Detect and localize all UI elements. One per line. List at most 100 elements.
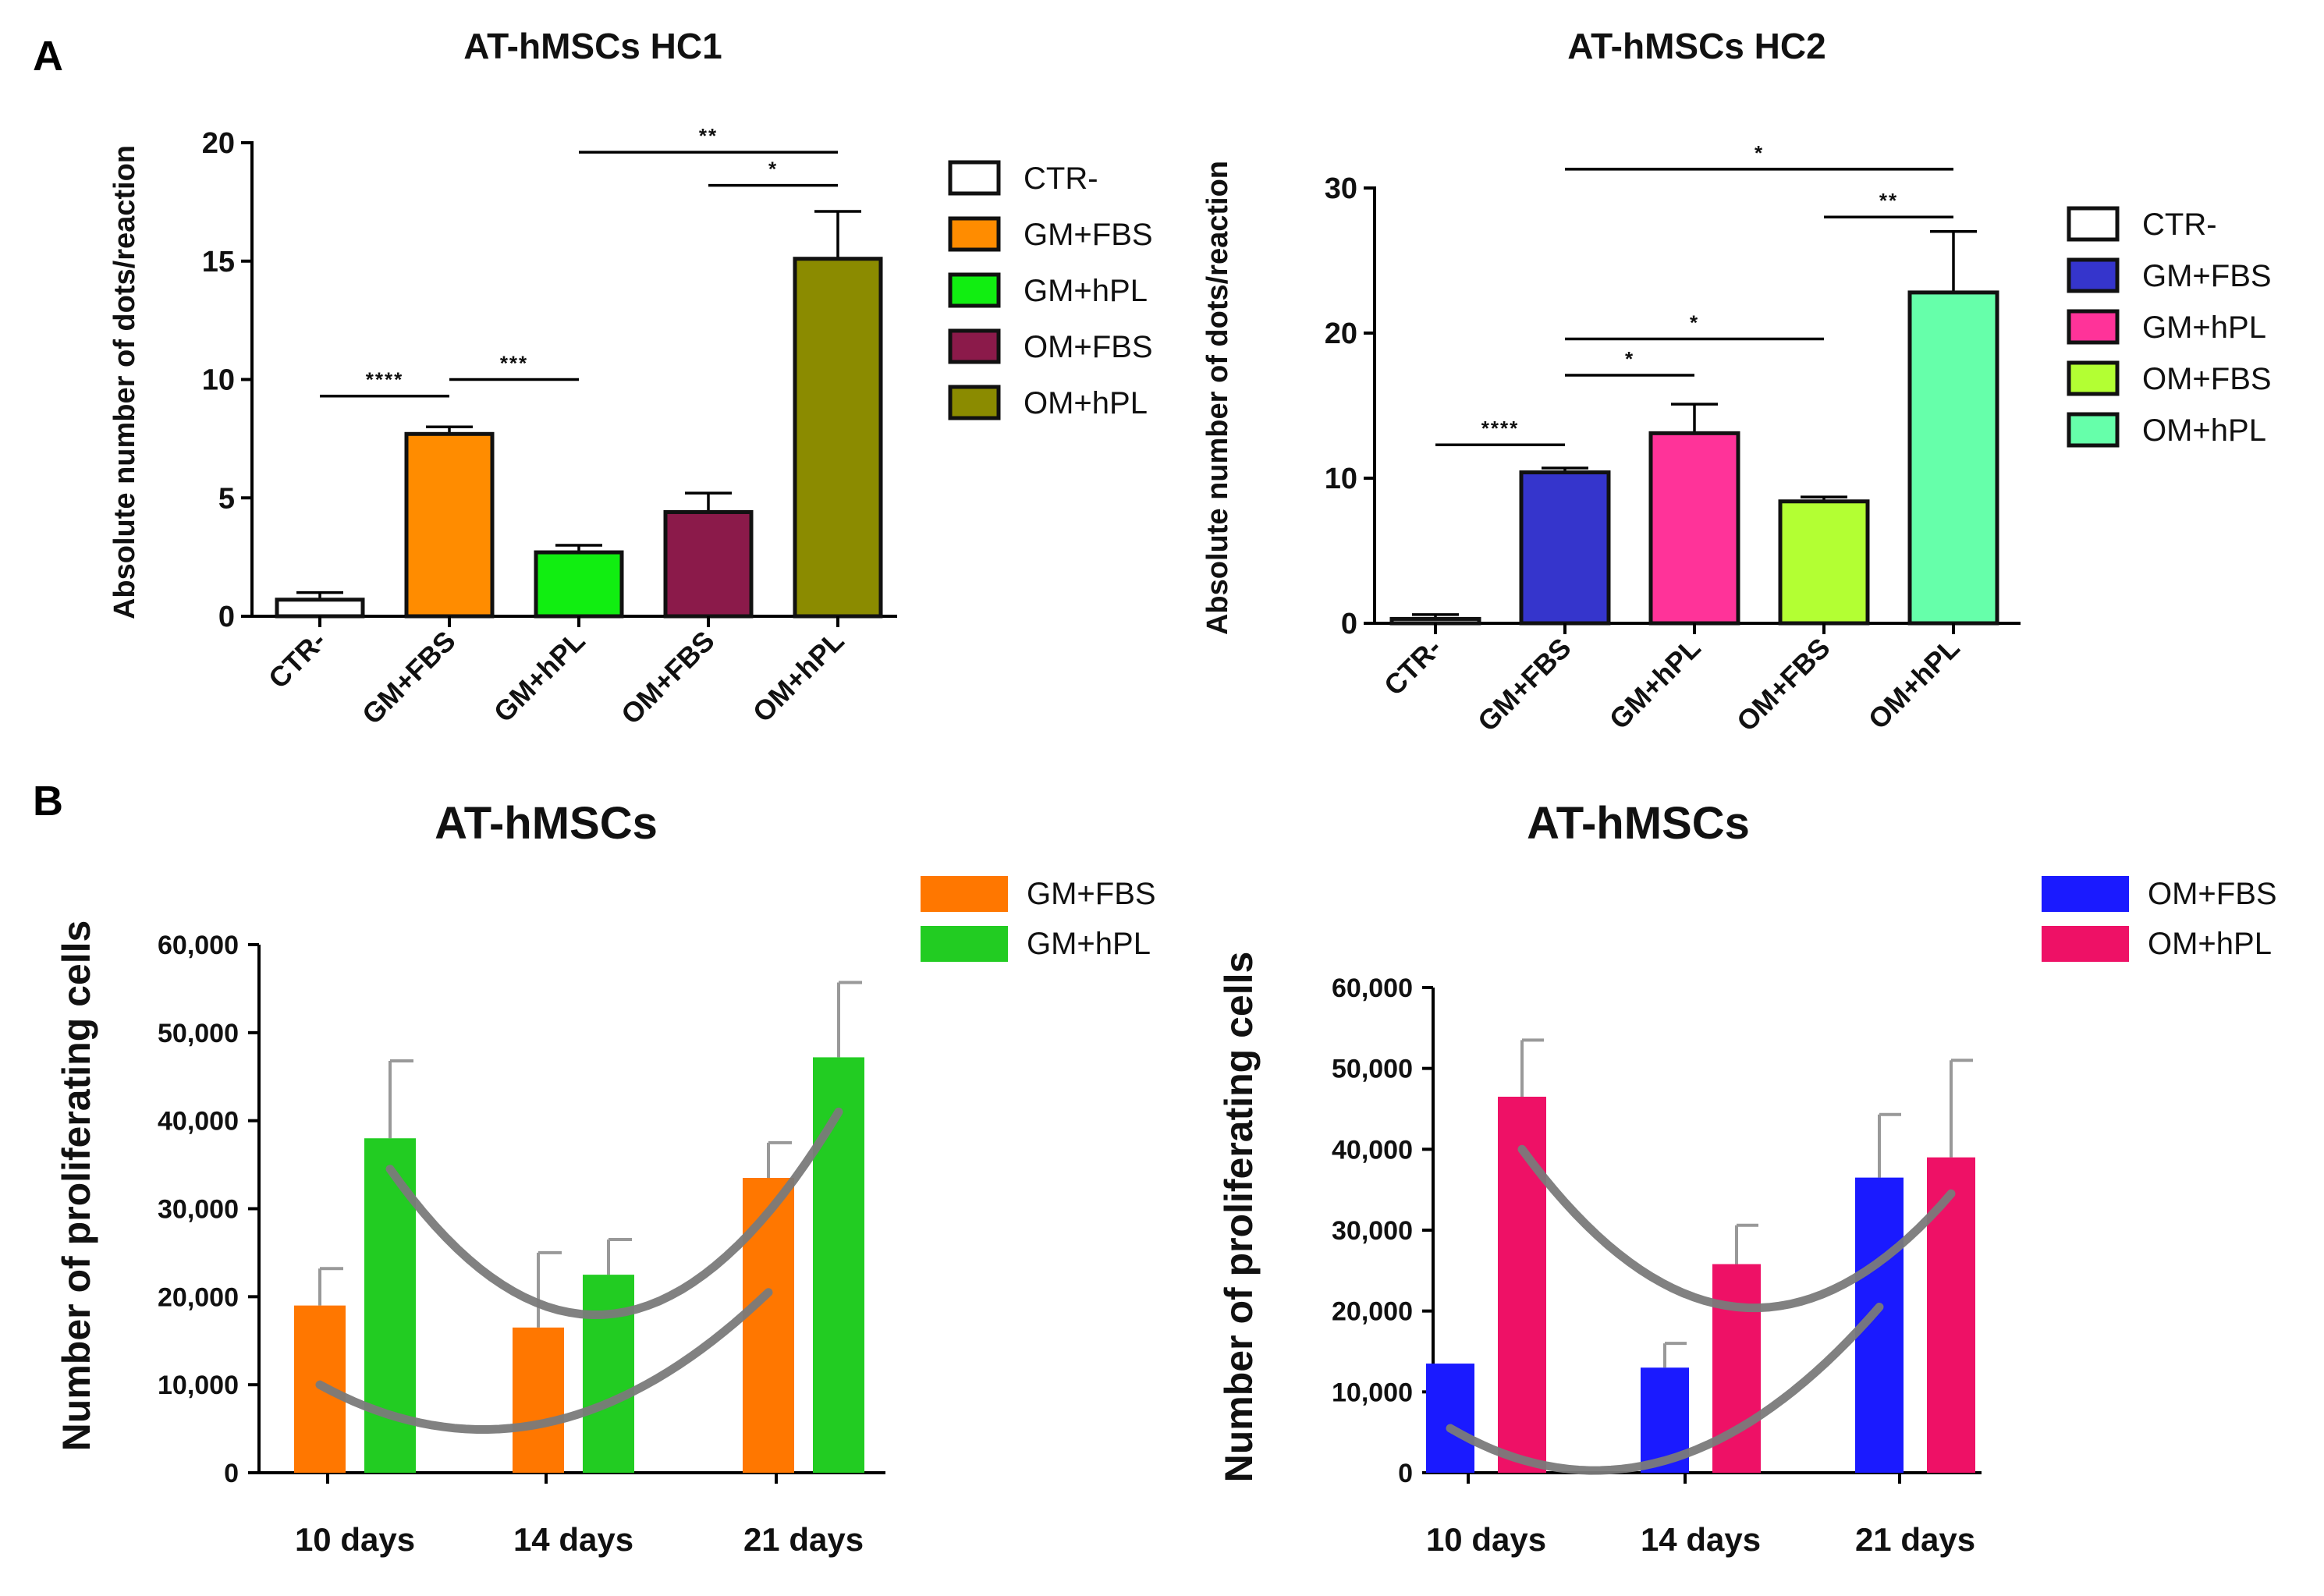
- legend-swatch-gm-fbs: [948, 216, 1001, 252]
- chart-title: AT-hMSCs HC2: [1567, 26, 1825, 66]
- significance-stars: *: [1690, 310, 1699, 334]
- bar-gm-hpl-14-days: [583, 1275, 634, 1473]
- bar-om-fbs: [663, 509, 754, 619]
- legend-swatch-ctr: [2067, 206, 2120, 242]
- x-tick-label-ctr: CTR-: [262, 625, 332, 695]
- panel-letter-a: A: [33, 33, 63, 80]
- panel-letter-b: B: [33, 778, 63, 825]
- bar-gm-fbs-21-days: [743, 1178, 794, 1473]
- y-axis-label: Number of proliferating cells: [1217, 952, 1261, 1483]
- legend-label-om-hpl: OM+hPL: [2148, 927, 2272, 961]
- x-tick-label-gm-fbs: GM+FBS: [356, 625, 462, 731]
- trend-line-om-fbs: [1446, 1303, 1884, 1475]
- y-tick-label: 50,000: [1332, 1055, 1413, 1084]
- y-tick-label: 30,000: [1332, 1216, 1413, 1246]
- y-tick-label: 30: [1325, 172, 1357, 205]
- legend-label-gm-hpl: GM+hPL: [2142, 310, 2266, 345]
- x-tick-label-gm-hpl: GM+hPL: [488, 625, 591, 729]
- legend-swatch-gm-hpl: [948, 272, 1001, 308]
- significance-stars: ***: [500, 352, 528, 375]
- legend-swatch-om-hpl: [2067, 412, 2120, 448]
- x-tick-label-21-days: 21 days: [1855, 1521, 1975, 1558]
- bar-gm-hpl: [534, 550, 624, 619]
- bar-om-fbs: [1778, 499, 1870, 626]
- y-tick-label: 20,000: [1332, 1297, 1413, 1327]
- bar-om-fbs-10-days: [1426, 1364, 1474, 1473]
- legend-label-gm-fbs: GM+FBS: [1024, 218, 1153, 252]
- legend-swatch-om-fbs: [948, 328, 1001, 364]
- y-tick-label: 0: [1398, 1459, 1413, 1488]
- bar-gm-fbs: [404, 431, 495, 619]
- bar-gm-hpl-21-days: [813, 1057, 864, 1473]
- x-tick-label-om-fbs: OM+FBS: [615, 625, 721, 731]
- y-tick-label: 20: [202, 127, 235, 160]
- legend-label-gm-hpl: GM+hPL: [1024, 274, 1148, 308]
- significance-stars: ****: [366, 368, 403, 392]
- chart-title: AT-hMSCs: [435, 798, 658, 849]
- trend-line-gm-hpl: [385, 1107, 843, 1320]
- legend-swatch-om-fbs: [2042, 876, 2129, 912]
- chart-b-om: AT-hMSCs Number of proliferating cells 0 10…: [1217, 798, 2277, 1558]
- legend-label-om-hpl: OM+hPL: [1024, 386, 1148, 420]
- y-tick-label: 10: [1325, 463, 1357, 495]
- y-tick-label: 0: [218, 601, 235, 633]
- bar-om-hpl-21-days: [1927, 1157, 1975, 1473]
- bar-om-hpl: [793, 257, 883, 619]
- y-axis-label: Absolute number of dots/reaction: [1201, 161, 1234, 635]
- y-tick-label: 20: [1325, 317, 1357, 350]
- legend-label-gm-fbs: GM+FBS: [2142, 259, 2272, 293]
- significance-stars: ****: [1481, 417, 1519, 440]
- legend-label-om-fbs: OM+FBS: [2148, 877, 2277, 911]
- bar-ctr: [275, 598, 365, 619]
- y-tick-label: 15: [202, 246, 235, 278]
- y-tick-label: 60,000: [1332, 974, 1413, 1003]
- chart-title: AT-hMSCs: [1527, 798, 1750, 849]
- trend-line-gm-fbs: [315, 1288, 773, 1434]
- significance-stars: *: [1755, 141, 1764, 165]
- bar-ctr: [1389, 616, 1481, 626]
- x-tick-label-om-hpl: OM+hPL: [1862, 632, 1966, 736]
- trend-line-om-hpl: [1517, 1144, 1956, 1313]
- legend-swatch-gm-hpl: [2067, 309, 2120, 345]
- x-tick-label-21-days: 21 days: [743, 1521, 864, 1558]
- y-tick-label: 10,000: [1332, 1378, 1413, 1407]
- significance-stars: *: [1625, 347, 1634, 371]
- legend-swatch-om-hpl: [948, 385, 1001, 420]
- legend-swatch-om-hpl: [2042, 926, 2129, 962]
- y-tick-label: 10: [202, 364, 235, 397]
- y-tick-label: 40,000: [158, 1107, 239, 1137]
- x-tick-label-10-days: 10 days: [295, 1521, 415, 1558]
- x-tick-label-14-days: 14 days: [1641, 1521, 1761, 1558]
- legend-label-ctr: CTR-: [2142, 207, 2217, 242]
- legend-label-ctr: CTR-: [1024, 161, 1098, 196]
- y-tick-label: 50,000: [158, 1019, 239, 1048]
- significance-stars: *: [768, 158, 778, 181]
- y-tick-label: 20,000: [158, 1282, 239, 1312]
- y-tick-label: 5: [218, 482, 235, 515]
- bar-gm-fbs-14-days: [513, 1327, 564, 1473]
- legend-swatch-gm-fbs: [921, 876, 1008, 912]
- legend-label-gm-hpl: GM+hPL: [1027, 927, 1151, 961]
- x-tick-label-ctr: CTR-: [1378, 632, 1448, 702]
- x-tick-label-om-fbs: OM+FBS: [1730, 632, 1836, 738]
- y-tick-label: 40,000: [1332, 1135, 1413, 1165]
- x-tick-label-om-hpl: OM+hPL: [747, 625, 850, 729]
- significance-stars: **: [699, 124, 718, 147]
- legend-swatch-ctr: [948, 160, 1001, 196]
- chart-b-gm: AT-hMSCs Number of proliferating cells 0 10…: [55, 798, 1156, 1558]
- y-tick-label: 0: [1341, 608, 1357, 640]
- y-axis-label: Number of proliferating cells: [55, 920, 98, 1452]
- legend-swatch-om-fbs: [2067, 360, 2120, 396]
- bar-om-hpl: [1907, 290, 1999, 626]
- bar-om-hpl-10-days: [1498, 1096, 1546, 1473]
- y-tick-label: 10,000: [158, 1371, 239, 1400]
- legend-swatch-gm-hpl: [921, 926, 1008, 962]
- legend-label-om-fbs: OM+FBS: [2142, 362, 2272, 396]
- chart-title: AT-hMSCs HC1: [463, 26, 722, 66]
- x-tick-label-10-days: 10 days: [1426, 1521, 1546, 1558]
- x-tick-label-gm-fbs: GM+FBS: [1471, 632, 1577, 738]
- bar-gm-hpl: [1648, 431, 1740, 626]
- chart-a-hc1: AT-hMSCs HC1 Absolute number of dots/reac…: [108, 26, 1153, 730]
- bar-gm-fbs: [1519, 470, 1611, 626]
